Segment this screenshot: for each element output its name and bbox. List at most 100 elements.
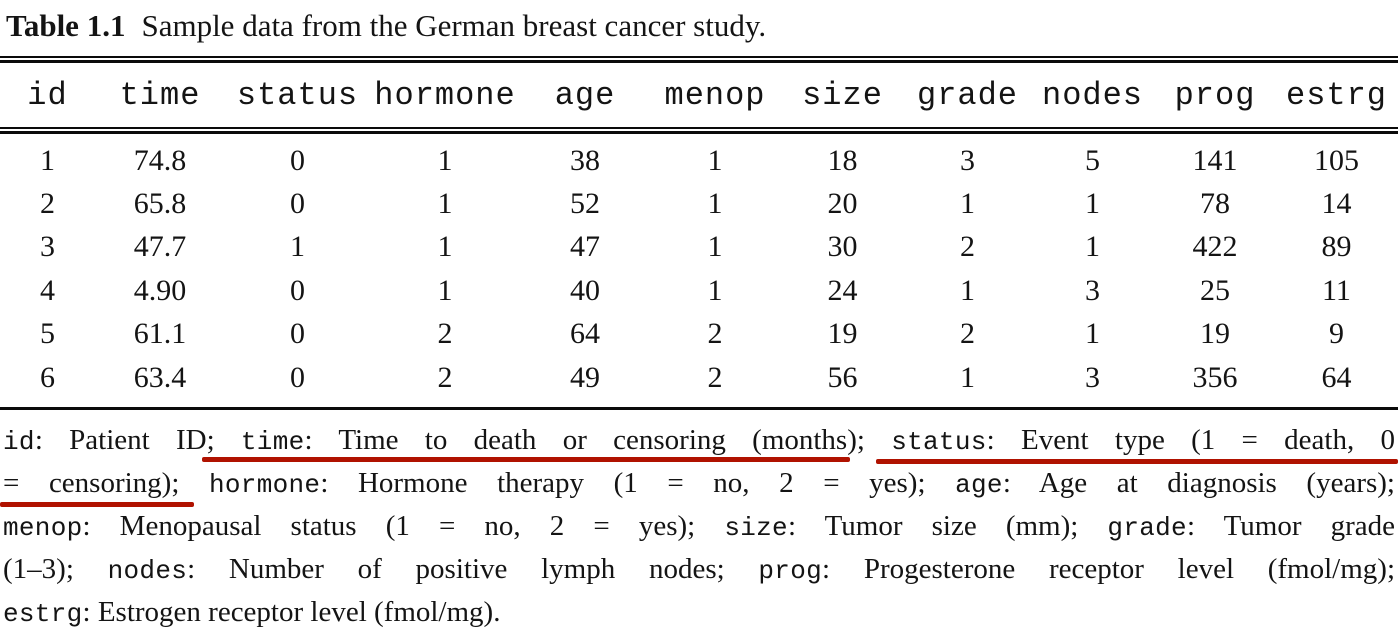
variable-name: id	[3, 427, 35, 457]
cell-prog-row-3: 422	[1192, 230, 1238, 264]
cell-size-row-3: 30	[827, 230, 858, 264]
table-rule-below-header	[0, 127, 1398, 134]
variable-description: = censoring);	[3, 467, 209, 499]
cell-id-row-6: 6	[40, 360, 55, 394]
cell-prog-row-5: 19	[1200, 317, 1230, 351]
cell-time-row-4: 4.90	[133, 273, 187, 307]
variable-description: : Tumor grade	[1186, 510, 1395, 542]
cell-estrg-row-3: 89	[1321, 230, 1352, 264]
cell-grade-row-1: 3	[960, 143, 975, 177]
cell-hormone-row-3: 1	[437, 230, 453, 264]
variable-description: : Patient ID;	[34, 424, 241, 456]
variable-name: grade	[1107, 513, 1187, 543]
variable-name: menop	[3, 513, 83, 543]
variable-name: time	[240, 427, 305, 457]
cell-prog-row-4: 25	[1200, 273, 1230, 307]
table-caption-label: Table 1.1	[6, 8, 126, 43]
cell-nodes-row-3: 1	[1085, 230, 1100, 264]
variable-description: : Progesterone receptor level (fmol/mg);	[822, 553, 1396, 585]
cell-grade-row-5: 2	[960, 317, 975, 351]
cell-menop-row-3: 1	[707, 230, 723, 264]
cell-menop-row-5: 2	[707, 317, 723, 351]
column-header-estrg: estrg	[1285, 76, 1387, 114]
variable-name: status	[891, 427, 987, 457]
cell-status-row-5: 0	[290, 317, 305, 351]
cell-age-row-3: 47	[570, 230, 600, 264]
column-header-age: age	[554, 76, 616, 114]
column-header-status: status	[236, 76, 359, 114]
footnote: id: Patient ID; time: Time to death or c…	[3, 420, 1395, 634]
column-header-hormone: hormone	[374, 76, 516, 114]
annotation-underline-status-definition	[876, 459, 1398, 464]
cell-grade-row-6: 1	[960, 360, 975, 394]
cell-hormone-row-2: 1	[437, 187, 453, 221]
table-caption: Table 1.1 Sample data from the German bre…	[6, 6, 766, 46]
cell-menop-row-4: 1	[707, 273, 723, 307]
footnote-line-2: = censoring); hormone: Hormone therapy (…	[3, 463, 1395, 506]
variable-description: : Tumor size (mm);	[787, 510, 1108, 542]
variable-description: : Event type (1 = death, 0	[986, 424, 1395, 456]
cell-status-row-6: 0	[290, 360, 305, 394]
cell-estrg-row-1: 105	[1314, 143, 1359, 177]
cell-time-row-2: 65.8	[133, 187, 187, 221]
annotation-underline-censoring-wrap	[0, 502, 194, 507]
cell-prog-row-2: 78	[1200, 187, 1230, 221]
cell-menop-row-1: 1	[707, 143, 723, 177]
cell-status-row-3: 1	[290, 230, 305, 264]
cell-estrg-row-4: 11	[1322, 273, 1351, 307]
cell-grade-row-4: 1	[960, 273, 975, 307]
cell-nodes-row-1: 5	[1085, 143, 1100, 177]
variable-description: : Menopausal status (1 = no, 2 = yes);	[82, 510, 725, 542]
cell-estrg-row-5: 9	[1329, 317, 1344, 351]
cell-hormone-row-5: 2	[437, 317, 453, 351]
cell-time-row-1: 74.8	[133, 143, 187, 177]
cell-size-row-2: 20	[827, 187, 858, 221]
footnote-line-1: id: Patient ID; time: Time to death or c…	[3, 420, 1395, 463]
variable-description: : Number of positive lymph nodes;	[187, 553, 759, 585]
column-header-size: size	[802, 76, 883, 114]
cell-grade-row-3: 2	[960, 230, 975, 264]
cell-time-row-3: 47.7	[133, 230, 187, 264]
variable-description: : Age at diagnosis (years);	[1002, 467, 1395, 499]
variable-description: : Time to death or censoring (months);	[304, 424, 892, 456]
footnote-line-4: (1–3); nodes: Number of positive lymph n…	[3, 549, 1395, 592]
cell-hormone-row-6: 2	[437, 360, 453, 394]
table-rule-bottom	[0, 407, 1398, 410]
cell-age-row-4: 40	[570, 273, 600, 307]
table-body: 1 74.8 0 1 38 1 18 3 5 141 105 2 65.8 0 1 52 1 20 1 1 78 14 3 4…	[0, 139, 1398, 399]
cell-status-row-4: 0	[290, 273, 305, 307]
column-header-grade: grade	[916, 76, 1018, 114]
cell-estrg-row-2: 14	[1321, 187, 1352, 221]
cell-id-row-5: 5	[40, 317, 55, 351]
annotation-underline-time-definition	[202, 457, 850, 462]
variable-description: (1–3);	[3, 553, 108, 585]
column-header-menop: menop	[664, 76, 766, 114]
cell-prog-row-1: 141	[1192, 143, 1238, 177]
variable-name: age	[955, 470, 1003, 500]
footnote-line-3: menop: Menopausal status (1 = no, 2 = ye…	[3, 506, 1395, 549]
cell-age-row-5: 64	[570, 317, 600, 351]
column-header-id: id	[27, 76, 68, 114]
cell-status-row-1: 0	[290, 143, 305, 177]
cell-nodes-row-4: 3	[1085, 273, 1100, 307]
cell-grade-row-2: 1	[960, 187, 975, 221]
variable-name: prog	[758, 556, 823, 586]
cell-nodes-row-2: 1	[1085, 187, 1100, 221]
cell-age-row-6: 49	[570, 360, 600, 394]
cell-hormone-row-4: 1	[437, 273, 453, 307]
cell-size-row-4: 24	[827, 273, 858, 307]
variable-name: nodes	[107, 556, 188, 586]
cell-id-row-4: 4	[40, 273, 55, 307]
cell-age-row-1: 38	[570, 143, 600, 177]
column-header-time: time	[119, 76, 201, 114]
cell-id-row-2: 2	[40, 187, 55, 221]
cell-size-row-1: 18	[827, 143, 858, 177]
cell-id-row-1: 1	[40, 143, 55, 177]
cell-size-row-6: 56	[827, 360, 858, 394]
variable-name: estrg	[3, 599, 83, 629]
variable-description: : Estrogen receptor level (fmol/mg).	[82, 596, 501, 628]
cell-time-row-6: 63.4	[133, 360, 187, 394]
table-header-row: id time status hormone age menop size grade node…	[0, 63, 1398, 127]
cell-id-row-3: 3	[40, 230, 55, 264]
